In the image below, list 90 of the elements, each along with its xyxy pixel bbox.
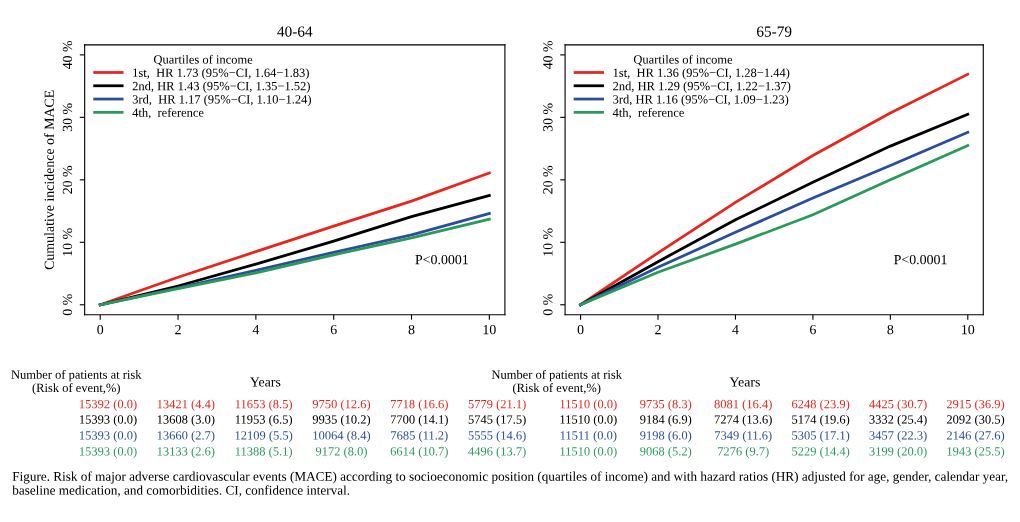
y-tick-label: 40 % bbox=[62, 40, 73, 70]
text: 15393 (0.0) bbox=[79, 446, 137, 459]
text: 9184 (6.9) bbox=[640, 414, 692, 427]
text: 1943 (25.5) bbox=[947, 446, 1005, 459]
text: 5555 (14.6) bbox=[468, 430, 526, 443]
y-tick-label: 10 % bbox=[543, 228, 553, 256]
text: 11388 (5.1) bbox=[235, 446, 293, 459]
text: 5745 (17.5) bbox=[468, 414, 526, 427]
text: 5174 (19.6) bbox=[792, 414, 850, 427]
text: 6248 (23.9) bbox=[792, 399, 850, 411]
text: 7685 (11.2) bbox=[391, 430, 448, 443]
text: 8081 (16.4) bbox=[714, 399, 772, 411]
text: 9172 (8.0) bbox=[315, 446, 367, 459]
legend-label: 1st, HR 1.73 (95%−CI, 1.64−1.83) bbox=[133, 68, 309, 80]
text: 3457 (22.3) bbox=[869, 430, 927, 443]
text: 13608 (3.0) bbox=[157, 414, 215, 427]
x-axis-title: Years bbox=[250, 377, 281, 387]
text: 9198 (6.0) bbox=[640, 430, 692, 443]
text: 11653 (8.5) bbox=[235, 399, 293, 411]
text: 15393 (0.0) bbox=[79, 414, 137, 427]
text: 4496 (13.7) bbox=[468, 446, 526, 459]
text: 4425 (30.7) bbox=[869, 399, 927, 411]
legend-label: 2nd, HR 1.43 (95%−CI, 1.35−1.52) bbox=[132, 81, 310, 93]
text: 11510 (0.0) bbox=[560, 399, 617, 411]
legend-label: 4th, reference bbox=[132, 107, 204, 119]
text: 7349 (11.6) bbox=[715, 430, 772, 443]
text: 13133 (2.6) bbox=[157, 446, 215, 459]
legend-label: 2nd, HR 1.29 (95%−CI, 1.22−1.37) bbox=[613, 81, 791, 93]
text: 11510 (0.0) bbox=[560, 446, 617, 459]
annotation: P<0.0001 bbox=[415, 254, 468, 265]
text: 7718 (16.6) bbox=[390, 399, 448, 411]
text: 15393 (0.0) bbox=[79, 430, 137, 443]
x-tick-label: 10 bbox=[483, 324, 496, 335]
text: Figure. Risk of major adverse cardiovascular events (MACE) according to socioeconomic position (quartiles of income) and with hazard ratios (HR) adjusted for age, gender, calendar year, baseline medication, and comorbidities. CI, confidence interval. bbox=[12, 471, 1008, 497]
y-tick-label: 20 % bbox=[62, 165, 73, 194]
text: 7276 (9.7) bbox=[717, 446, 769, 459]
text: 6614 (10.7) bbox=[390, 446, 448, 459]
text: 3332 (25.4) bbox=[869, 414, 927, 427]
y-tick-label: 0 % bbox=[543, 294, 553, 316]
text: 2915 (36.9) bbox=[946, 399, 1005, 411]
x-tick-label: 0 bbox=[577, 324, 584, 335]
text: 5229 (14.4) bbox=[792, 446, 850, 459]
text: 5305 (17.1) bbox=[792, 430, 850, 443]
text: 2092 (30.5) bbox=[946, 414, 1005, 427]
legend-title: Quartiles of income bbox=[633, 54, 733, 66]
legend-label: 1st, HR 1.36 (95%−CI, 1.28−1.44) bbox=[613, 68, 790, 80]
text: 9068 (5.2) bbox=[640, 446, 692, 459]
text: 10064 (8.4) bbox=[313, 430, 371, 443]
text: 11510 (0.0) bbox=[560, 414, 617, 427]
y-tick-label: 30 % bbox=[543, 103, 553, 132]
x-tick-label: 2 bbox=[175, 324, 181, 335]
y-tick-label: 10 % bbox=[62, 228, 73, 256]
x-tick-label: 2 bbox=[655, 324, 661, 335]
text: 11953 (6.5) bbox=[235, 414, 293, 427]
x-tick-label: 4 bbox=[252, 324, 260, 335]
y-tick-label: 0 % bbox=[62, 294, 73, 316]
text: 11511 (0.0) bbox=[560, 430, 617, 443]
x-tick-label: 8 bbox=[887, 324, 894, 335]
y-axis-title: Cumulative incidence of MACE bbox=[44, 90, 54, 270]
text: 15392 (0.0) bbox=[79, 399, 137, 411]
legend-label: 4th, reference bbox=[612, 107, 684, 119]
text: 9750 (12.6) bbox=[312, 399, 371, 411]
x-tick-label: 4 bbox=[732, 324, 739, 335]
x-tick-label: 0 bbox=[97, 324, 104, 335]
y-tick-label: 30 % bbox=[62, 103, 73, 132]
text: 9735 (8.3) bbox=[640, 399, 692, 411]
x-tick-label: 10 bbox=[962, 324, 975, 335]
y-tick-label: 40 % bbox=[543, 40, 553, 70]
legend-label: 3rd, HR 1.17 (95%−CI, 1.10−1.24) bbox=[132, 94, 311, 107]
text: 13421 (4.4) bbox=[157, 399, 215, 411]
legend-title: Quartiles of income bbox=[153, 54, 253, 66]
chart-title: 65-79 bbox=[757, 26, 792, 37]
x-tick-label: 6 bbox=[330, 324, 337, 335]
x-tick-label: 6 bbox=[810, 324, 816, 335]
annotation: P<0.0001 bbox=[894, 254, 947, 265]
text: 3199 (20.0) bbox=[869, 446, 927, 459]
x-tick-label: 8 bbox=[408, 324, 415, 335]
text: 12109 (5.5) bbox=[235, 430, 293, 443]
text: 13660 (2.7) bbox=[157, 430, 215, 443]
text: 7700 (14.1) bbox=[390, 414, 448, 427]
y-tick-label: 20 % bbox=[543, 165, 553, 194]
legend-label: 3rd, HR 1.16 (95%−CI, 1.09−1.23) bbox=[613, 94, 789, 107]
text: Number of patients at risk (Risk of event,%) bbox=[11, 369, 142, 395]
text: 2146 (27.6) bbox=[946, 430, 1005, 443]
x-axis-title: Years bbox=[729, 377, 760, 387]
text: 9935 (10.2) bbox=[312, 414, 371, 427]
chart-title: 40-64 bbox=[277, 26, 313, 37]
text: Number of patients at risk (Risk of event,%) bbox=[491, 369, 622, 395]
text: 7274 (13.6) bbox=[714, 414, 772, 427]
text: 5779 (21.1) bbox=[468, 399, 526, 411]
